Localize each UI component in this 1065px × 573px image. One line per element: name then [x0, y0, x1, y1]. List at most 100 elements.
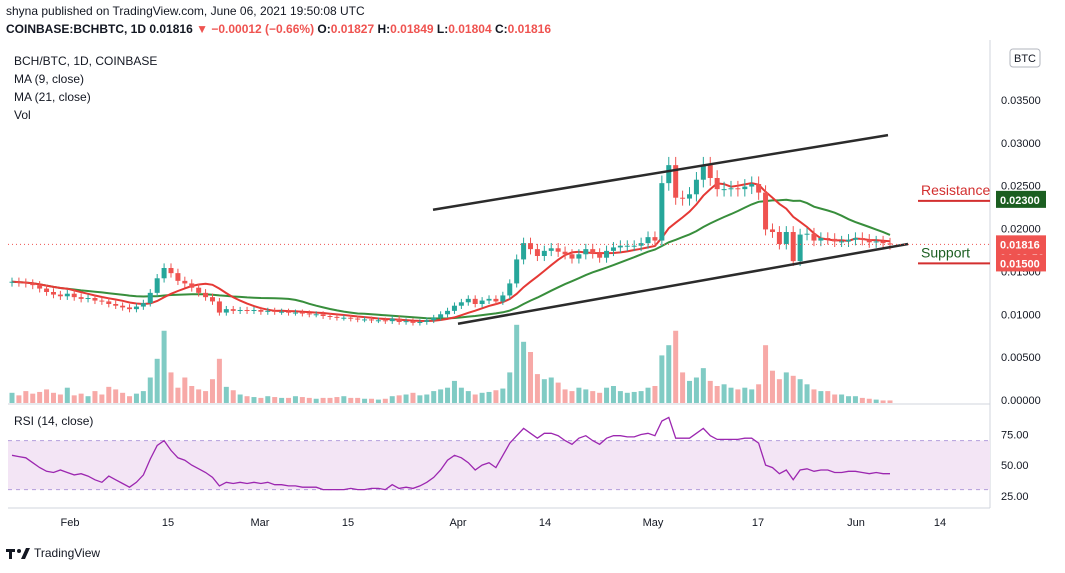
candle-body: [548, 248, 554, 251]
candle-body: [30, 283, 36, 286]
symbol-name[interactable]: COINBASE:BCHBTC, 1D: [6, 22, 147, 36]
volume-bar: [763, 345, 769, 403]
volume-bar: [880, 400, 886, 403]
volume-bar: [728, 387, 734, 403]
axes: 0.03500 0.03000 0.02500 0.02000 0.01500 0.010…: [61, 48, 1046, 529]
candle-body: [493, 298, 499, 302]
resistance-label: Resistance: [921, 182, 990, 198]
close-value: 0.01816: [507, 22, 552, 36]
candle-body: [825, 238, 831, 239]
time-tick-label: 17: [752, 517, 764, 529]
volume-bar: [431, 391, 437, 403]
rsi-label[interactable]: RSI (14, close): [14, 414, 94, 428]
volume-bar: [783, 372, 789, 403]
candle-body: [583, 249, 589, 255]
candle-body: [687, 194, 693, 199]
candle-body: [9, 281, 15, 283]
volume-bar: [832, 394, 838, 403]
last-price: 0.01816: [149, 22, 193, 36]
candle-body: [396, 318, 402, 322]
volume-bar: [286, 397, 292, 403]
volume-bar: [292, 396, 298, 403]
volume-bar: [85, 396, 91, 403]
volume-bar: [707, 380, 713, 403]
price-tick-label: 0.02500: [1001, 181, 1041, 193]
candle-body: [99, 300, 105, 302]
candle-body: [852, 238, 858, 240]
volume-bar: [486, 391, 492, 403]
volume-bar: [37, 391, 43, 403]
candle-body: [196, 287, 202, 293]
candle-body: [299, 312, 305, 314]
volume-bar: [624, 392, 630, 403]
candle-body: [486, 298, 492, 301]
volume-bar: [887, 400, 893, 403]
candle-body: [638, 243, 644, 246]
candle-body: [763, 192, 769, 230]
triangle-down-icon: ▼: [196, 22, 208, 36]
candle-body: [431, 317, 437, 321]
volume-bar: [306, 397, 312, 403]
volume-bar: [638, 391, 644, 403]
volume-bar: [341, 396, 347, 403]
volume-bar: [458, 387, 464, 403]
candle-body: [71, 293, 77, 298]
candle-body: [804, 233, 810, 235]
volume-bar: [16, 395, 22, 403]
resistance-tag-text: 0.02300: [1000, 195, 1040, 207]
footer-brand[interactable]: TradingView: [34, 546, 101, 560]
volume-bar: [403, 394, 409, 403]
volume-bar: [866, 398, 872, 403]
volume-bar: [320, 397, 326, 403]
legend-ma9[interactable]: MA (9, close): [14, 72, 85, 86]
price-tick-label: 0.02000: [1001, 224, 1041, 236]
low-label: L:: [436, 22, 449, 36]
open-value: 0.01827: [330, 22, 375, 36]
volume-bar: [258, 397, 264, 403]
volume-bar: [610, 386, 616, 403]
candle-body: [479, 300, 485, 304]
legend-title[interactable]: BCH/BTC, 1D, COINBASE: [14, 54, 158, 68]
candle-body: [693, 179, 699, 195]
candle-body: [382, 320, 388, 322]
candle-body: [769, 229, 775, 232]
rsi-tick-label: 50.00: [1001, 460, 1029, 472]
candle-body: [749, 184, 755, 187]
time-tick-label: Mar: [251, 517, 270, 529]
candle-body: [597, 253, 603, 258]
volume-bar: [797, 379, 803, 403]
candle-body: [458, 302, 464, 306]
candle-body: [113, 304, 119, 306]
time-tick-label: Feb: [61, 517, 80, 529]
volume-bar: [652, 386, 658, 403]
candle-body: [818, 238, 824, 241]
volume-bar: [749, 389, 755, 403]
candle-body: [265, 310, 271, 312]
volume-bar: [355, 397, 361, 403]
rsi-line: [11, 416, 890, 491]
grid: [8, 40, 991, 509]
volume-bar: [189, 386, 195, 403]
candle-body: [175, 273, 181, 281]
low-value: 0.01804: [448, 22, 492, 36]
volume-bar: [735, 389, 741, 403]
legend-ma21[interactable]: MA (21, close): [14, 90, 91, 104]
candle-body: [237, 310, 243, 311]
candle-body: [846, 239, 852, 242]
legend-vol[interactable]: Vol: [14, 108, 31, 122]
candle-body: [451, 305, 457, 311]
volume-bar: [127, 396, 133, 403]
candle-body: [320, 314, 326, 316]
candle-body: [50, 292, 56, 295]
volume-bar: [140, 391, 146, 403]
price-change: −0.00012 (−0.66%): [211, 22, 315, 36]
candle-body: [334, 316, 340, 318]
volume-bar: [216, 358, 222, 403]
candle-body: [203, 292, 209, 298]
volume-bar: [182, 377, 188, 403]
price-tick-label: 0.03500: [1001, 95, 1041, 107]
volume-bar: [852, 396, 858, 403]
candle-body: [756, 184, 762, 193]
candle-body: [37, 285, 43, 289]
